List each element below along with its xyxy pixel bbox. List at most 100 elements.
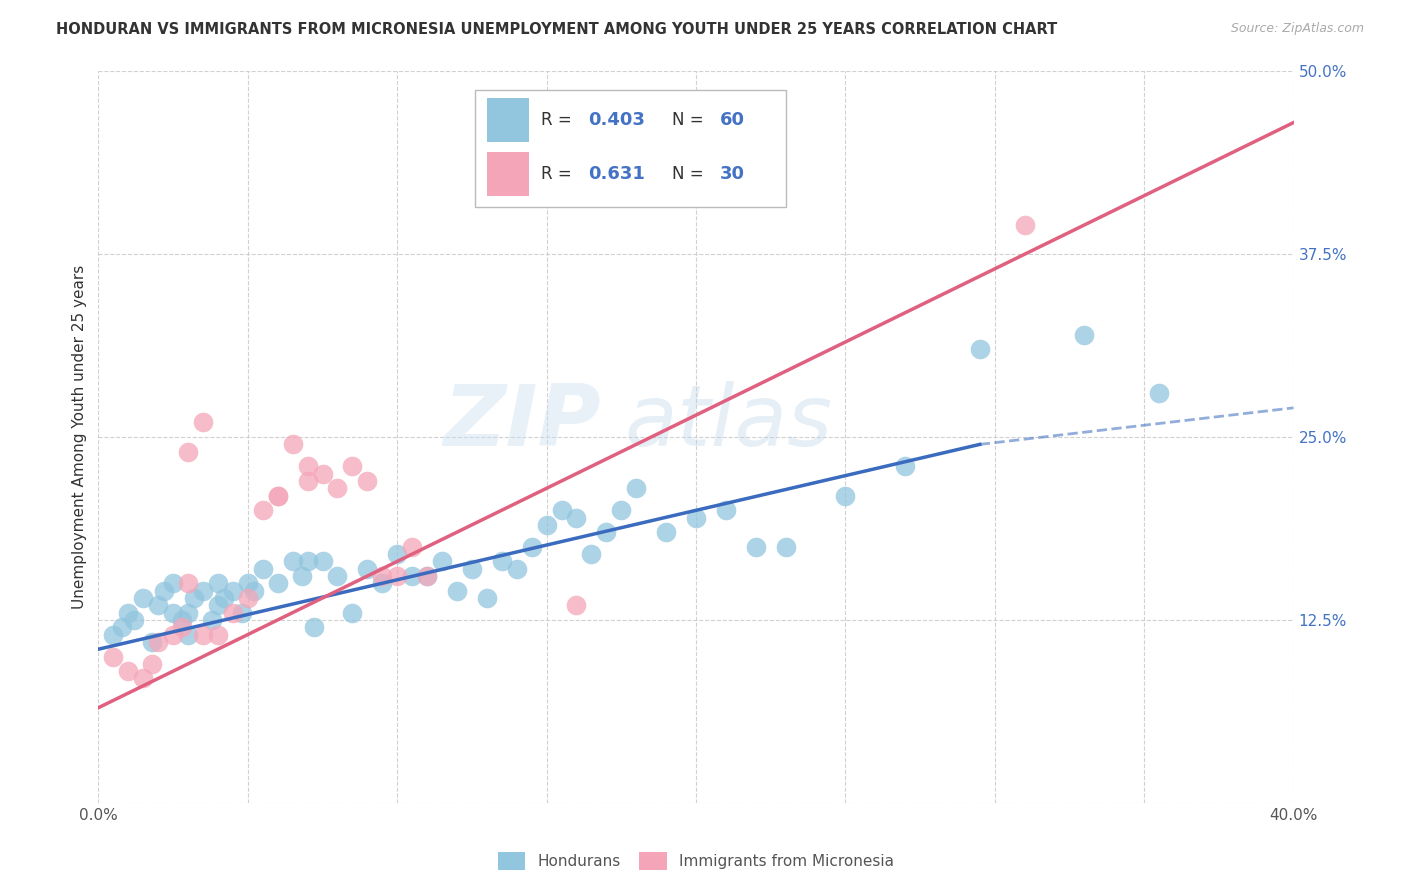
Point [231, 606, 253, 620]
Point [281, 554, 304, 568]
Point [356, 474, 378, 488]
Point [281, 437, 304, 451]
Point [385, 569, 409, 583]
Point [595, 525, 617, 540]
Point [385, 547, 409, 561]
Point [1073, 327, 1095, 342]
Point [416, 569, 439, 583]
Text: R =: R = [541, 112, 576, 129]
Point [536, 517, 558, 532]
Point [222, 583, 245, 598]
Point [162, 576, 184, 591]
Point [103, 649, 125, 664]
Point [291, 569, 314, 583]
Point [1014, 218, 1036, 232]
Point [297, 474, 319, 488]
Point [371, 576, 394, 591]
Point [141, 657, 163, 671]
Point [1147, 386, 1170, 401]
Point [191, 627, 214, 641]
Point [141, 635, 163, 649]
Point [520, 540, 543, 554]
Point [610, 503, 633, 517]
Point [969, 343, 991, 357]
Point [117, 606, 139, 620]
Point [172, 620, 194, 634]
Text: 0.631: 0.631 [589, 165, 645, 183]
Point [153, 583, 176, 598]
Y-axis label: Unemployment Among Youth under 25 years: Unemployment Among Youth under 25 years [72, 265, 87, 609]
FancyBboxPatch shape [475, 90, 786, 207]
Point [267, 576, 290, 591]
Point [191, 583, 214, 598]
Point [475, 591, 498, 605]
Point [371, 569, 394, 583]
FancyBboxPatch shape [486, 98, 529, 143]
FancyBboxPatch shape [486, 152, 529, 195]
Point [177, 444, 200, 458]
Point [565, 599, 588, 613]
Point [430, 554, 453, 568]
Point [162, 627, 184, 641]
Point [775, 540, 797, 554]
Point [655, 525, 678, 540]
Text: 30: 30 [720, 165, 745, 183]
Point [117, 664, 139, 678]
Point [177, 627, 200, 641]
Point [491, 152, 513, 166]
Point [148, 599, 170, 613]
Text: N =: N = [672, 112, 709, 129]
Point [183, 591, 205, 605]
Point [834, 489, 856, 503]
Point [252, 503, 274, 517]
Point [267, 489, 290, 503]
Point [626, 481, 648, 495]
Point [401, 569, 423, 583]
Point [745, 540, 768, 554]
Point [236, 576, 259, 591]
Point [212, 591, 235, 605]
Point [267, 489, 290, 503]
Point [124, 613, 146, 627]
Point [446, 583, 468, 598]
Point [222, 606, 245, 620]
Point [416, 569, 439, 583]
Text: 60: 60 [720, 112, 745, 129]
Point [177, 576, 200, 591]
Point [172, 613, 194, 627]
Point [132, 672, 155, 686]
Point [103, 627, 125, 641]
Text: ZIP: ZIP [443, 381, 600, 464]
Point [894, 459, 917, 474]
Point [714, 503, 737, 517]
Point [685, 510, 707, 524]
Text: N =: N = [672, 165, 709, 183]
Point [207, 627, 229, 641]
Point [297, 459, 319, 474]
Point [236, 591, 259, 605]
Text: 0.403: 0.403 [589, 112, 645, 129]
Point [177, 606, 200, 620]
Point [356, 562, 378, 576]
Point [565, 510, 588, 524]
Point [243, 583, 266, 598]
Point [207, 576, 229, 591]
Point [550, 503, 572, 517]
Legend: Hondurans, Immigrants from Micronesia: Hondurans, Immigrants from Micronesia [492, 846, 900, 876]
Text: HONDURAN VS IMMIGRANTS FROM MICRONESIA UNEMPLOYMENT AMONG YOUTH UNDER 25 YEARS C: HONDURAN VS IMMIGRANTS FROM MICRONESIA U… [56, 22, 1057, 37]
Point [581, 547, 603, 561]
Point [491, 554, 513, 568]
Point [162, 606, 184, 620]
Point [111, 620, 134, 634]
Point [201, 613, 224, 627]
Point [342, 459, 364, 474]
Point [401, 540, 423, 554]
Point [326, 481, 349, 495]
Point [302, 620, 325, 634]
Point [461, 562, 484, 576]
Point [311, 467, 333, 481]
Point [506, 562, 529, 576]
Point [132, 591, 155, 605]
Point [326, 569, 349, 583]
Point [311, 554, 333, 568]
